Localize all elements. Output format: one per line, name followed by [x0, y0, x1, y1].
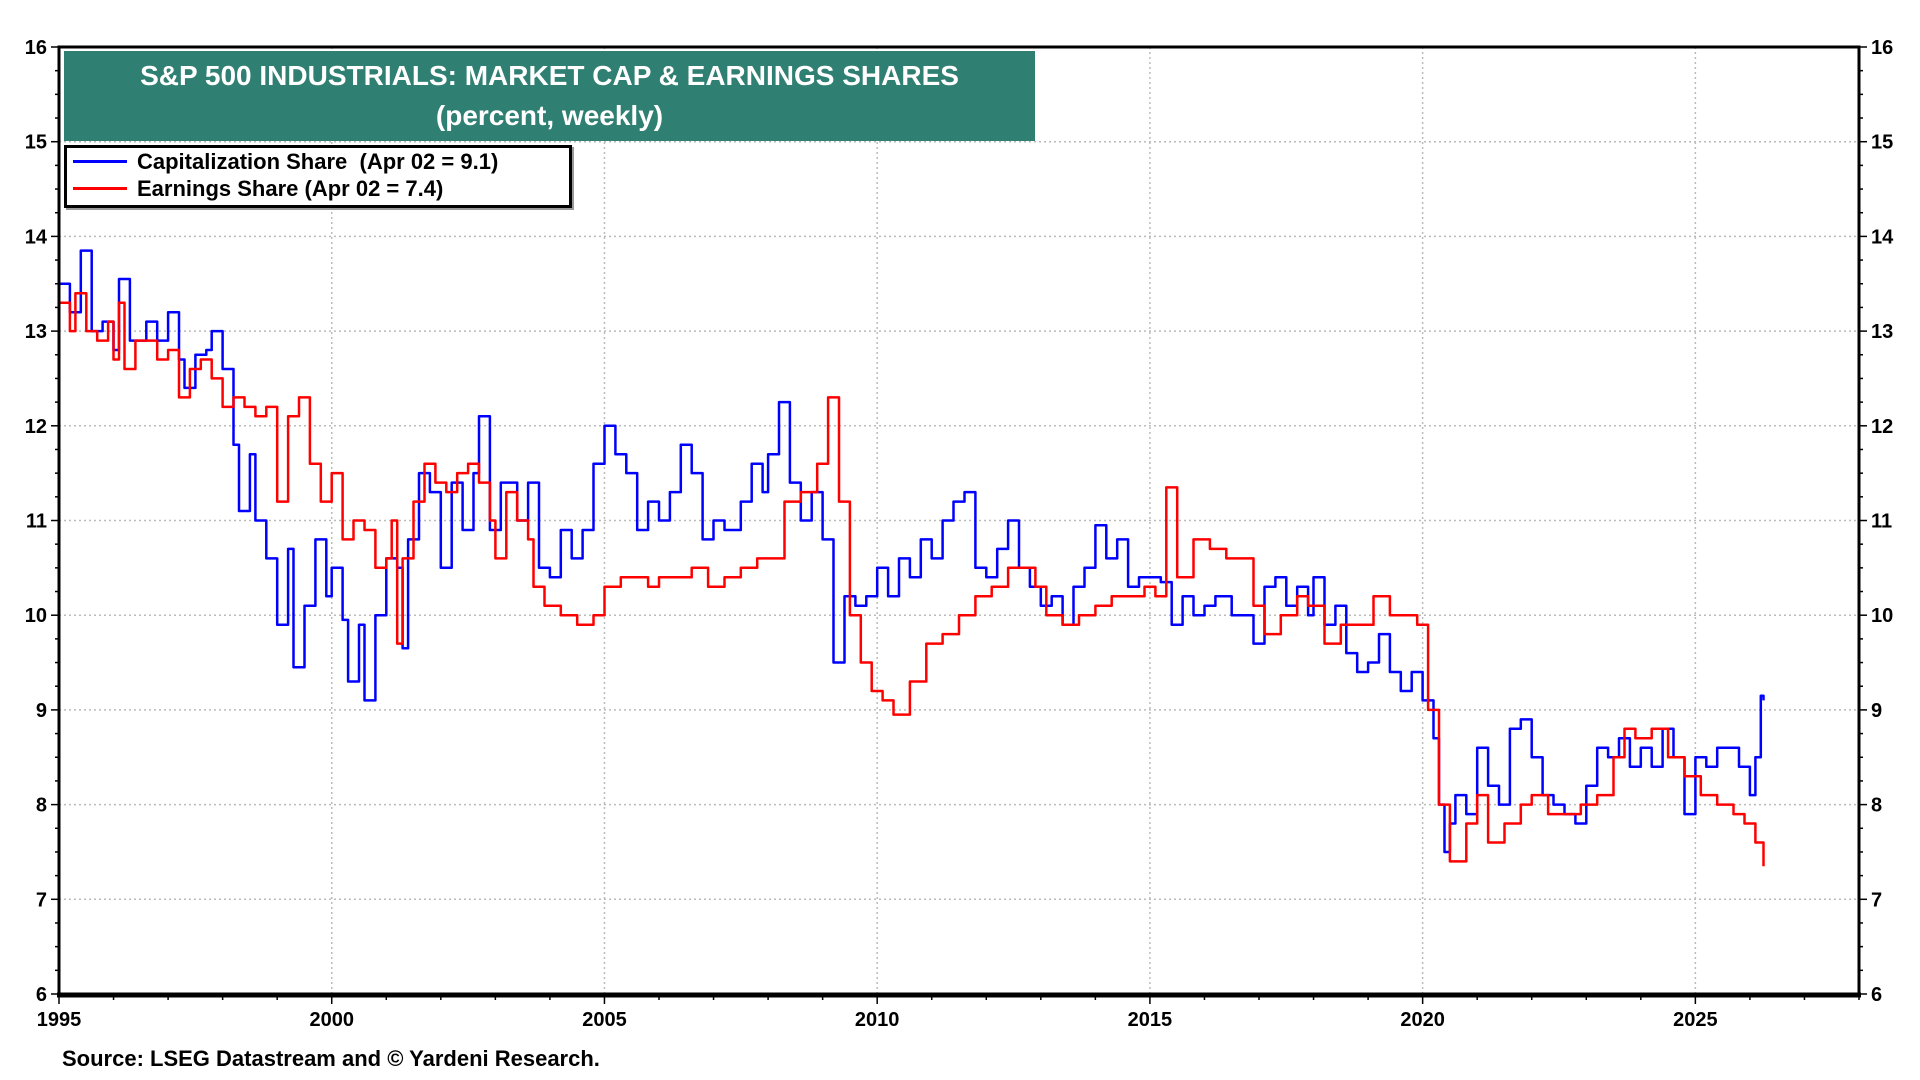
y-tick-label-right: 15: [1871, 132, 1893, 154]
legend-item-capitalization: Capitalization Share (Apr 02 = 9.1): [67, 148, 569, 175]
x-tick-label: 2000: [309, 1009, 354, 1031]
chart-title-box: S&P 500 INDUSTRIALS: MARKET CAP & EARNIN…: [64, 51, 1035, 141]
legend-swatch-red: [73, 187, 127, 190]
y-tick-label-right: 9: [1871, 700, 1882, 722]
legend-swatch-blue: [73, 160, 127, 163]
y-tick-label-left: 10: [25, 605, 47, 627]
legend-label: Capitalization Share (Apr 02 = 9.1): [137, 148, 499, 174]
y-tick-label-left: 15: [25, 132, 47, 154]
x-tick-label: 1995: [37, 1009, 82, 1031]
legend-label: Earnings Share (Apr 02 = 7.4): [137, 175, 444, 201]
y-tick-label-right: 16: [1871, 37, 1893, 59]
legend-item-earnings: Earnings Share (Apr 02 = 7.4): [67, 175, 569, 202]
source-note: Source: LSEG Datastream and © Yardeni Re…: [62, 1046, 600, 1071]
y-tick-label-right: 8: [1871, 795, 1882, 817]
y-tick-label-left: 14: [25, 226, 48, 248]
y-tick-label-left: 6: [36, 984, 47, 1006]
y-tick-label-left: 9: [36, 700, 47, 722]
y-tick-label-right: 14: [1871, 226, 1894, 248]
axes: [51, 45, 1867, 1004]
y-tick-label-left: 12: [25, 416, 47, 438]
earnings-share-line: [59, 291, 1765, 867]
y-tick-label-right: 6: [1871, 984, 1882, 1006]
tick-labels: 6 6 7 7 8 8 9 9 10 10 11 11 12 12 13 13 14 14 15 15 16 16 1995…: [25, 37, 1894, 1031]
y-tick-label-left: 13: [25, 321, 47, 343]
x-tick-label: 2010: [855, 1009, 900, 1031]
x-tick-label: 2005: [582, 1009, 627, 1031]
y-tick-label-right: 13: [1871, 321, 1893, 343]
y-tick-label-right: 12: [1871, 416, 1893, 438]
y-tick-label-left: 16: [25, 37, 47, 59]
y-tick-label-left: 11: [26, 511, 47, 533]
x-tick-label: 2020: [1400, 1009, 1445, 1031]
y-tick-label-right: 11: [1871, 511, 1892, 533]
chart-title: S&P 500 INDUSTRIALS: MARKET CAP & EARNIN…: [140, 60, 959, 91]
y-tick-label-left: 8: [36, 795, 47, 817]
series-lines: [59, 249, 1765, 867]
capitalization-share-line: [59, 249, 1765, 854]
chart-subtitle: (percent, weekly): [435, 100, 664, 131]
x-tick-label: 2025: [1673, 1009, 1718, 1031]
legend: Capitalization Share (Apr 02 = 9.1) Earn…: [64, 145, 572, 208]
y-tick-label-left: 7: [36, 889, 47, 911]
y-tick-label-right: 10: [1871, 605, 1893, 627]
y-tick-label-right: 7: [1871, 889, 1882, 911]
x-tick-label: 2015: [1128, 1009, 1173, 1031]
